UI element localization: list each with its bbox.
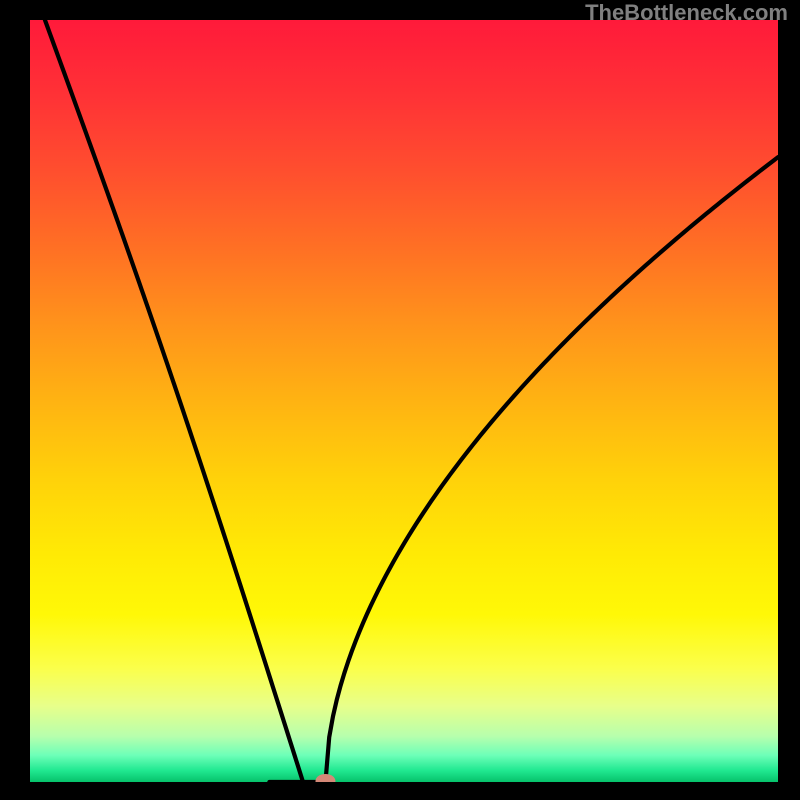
bottleneck-chart [30,20,778,782]
plot-area [30,20,778,782]
watermark-text: TheBottleneck.com [585,0,788,26]
chart-frame: TheBottleneck.com [0,0,800,800]
gradient-background [30,20,778,782]
